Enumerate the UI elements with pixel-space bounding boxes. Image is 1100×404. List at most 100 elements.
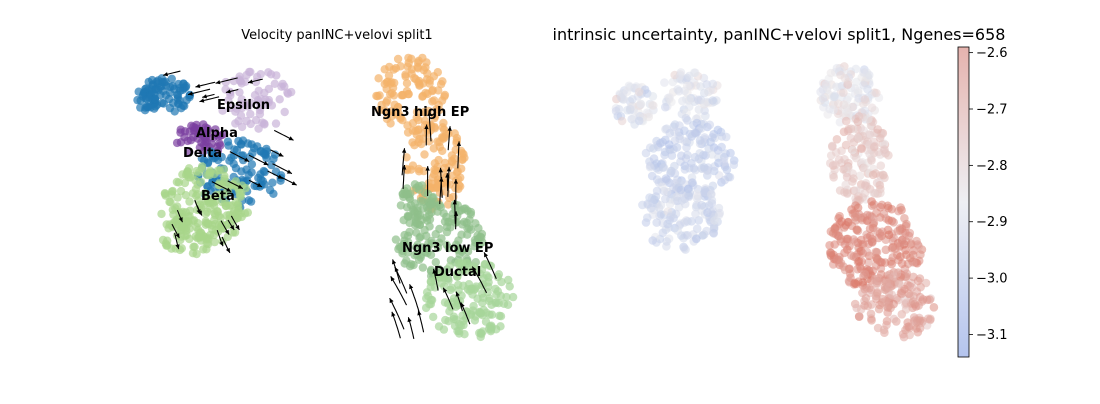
cell-point — [143, 102, 151, 110]
uncertainty-point — [726, 149, 735, 158]
cell-point — [394, 55, 402, 63]
cell-point — [279, 80, 287, 88]
uncertainty-point — [720, 176, 729, 185]
uncertainty-point — [857, 236, 866, 245]
uncertainty-point — [851, 213, 860, 222]
cell-point — [429, 313, 437, 321]
uncertainty-point — [844, 164, 853, 173]
uncertainty-point — [916, 316, 925, 325]
uncertainty-point — [615, 105, 624, 114]
uncertainty-point — [692, 235, 701, 244]
cell-point — [437, 80, 445, 88]
cell-point — [495, 312, 503, 320]
cell-point — [164, 224, 172, 232]
uncertainty-point — [886, 304, 895, 313]
velocity-streamline — [410, 284, 420, 313]
uncertainty-point — [828, 143, 837, 152]
cell-point — [179, 80, 187, 88]
uncertainty-point — [706, 121, 715, 130]
cluster-label-ductal: Ductal — [434, 265, 481, 280]
uncertainty-point — [893, 269, 902, 278]
cell-point — [241, 209, 249, 217]
uncertainty-point — [905, 331, 914, 340]
cell-point — [407, 260, 415, 268]
cluster-label-beta: Beta — [201, 189, 235, 204]
cell-point — [459, 282, 467, 290]
cell-point — [386, 79, 394, 87]
uncertainty-point — [666, 129, 675, 138]
velocity-arrowhead — [448, 126, 452, 131]
uncertainty-point — [841, 74, 850, 83]
uncertainty-point — [649, 92, 658, 101]
uncertainty-point — [648, 172, 657, 181]
cell-point — [430, 144, 438, 152]
uncertainty-point — [871, 275, 880, 284]
cell-point — [389, 65, 397, 73]
cell-point — [388, 89, 396, 97]
uncertainty-point — [852, 154, 861, 163]
uncertainty-panel-title: intrinsic uncertainty, panINC+velovi spl… — [553, 25, 1006, 44]
uncertainty-point — [648, 236, 657, 245]
cell-point — [180, 102, 188, 110]
colorbar-tick-label: −2.7 — [976, 103, 1008, 118]
cell-point — [414, 58, 422, 66]
uncertainty-point — [830, 93, 839, 102]
cell-point — [425, 79, 433, 87]
uncertainty-point — [690, 164, 699, 173]
uncertainty-point — [901, 246, 910, 255]
uncertainty-point — [709, 229, 718, 238]
cell-point — [504, 276, 512, 284]
uncertainty-point — [918, 297, 927, 306]
uncertainty-point — [839, 88, 848, 97]
uncertainty-point — [890, 315, 899, 324]
uncertainty-point — [707, 190, 716, 199]
cell-point — [244, 139, 252, 147]
cell-point — [192, 223, 200, 231]
cell-point — [173, 139, 181, 147]
colorbar-tick-label: −2.9 — [976, 215, 1008, 230]
cell-point — [420, 150, 428, 158]
uncertainty-point — [871, 169, 880, 178]
uncertainty-point — [642, 149, 651, 158]
cell-point — [137, 96, 145, 104]
velocity-points — [133, 54, 517, 341]
cluster-label-ngn3-low-ep: Ngn3 low EP — [402, 241, 493, 256]
cell-point — [411, 180, 419, 188]
cell-point — [392, 235, 400, 243]
uncertainty-point — [706, 138, 715, 147]
cell-point — [405, 90, 413, 98]
cell-point — [416, 233, 424, 241]
uncertainty-point — [861, 95, 870, 104]
cell-point — [260, 149, 268, 157]
uncertainty-points — [612, 62, 939, 341]
cell-point — [202, 235, 210, 243]
uncertainty-point — [829, 106, 838, 115]
cell-point — [229, 228, 237, 236]
cell-point — [432, 230, 440, 238]
cell-point — [166, 104, 174, 112]
cell-point — [167, 190, 175, 198]
cluster-label-alpha: Alpha — [196, 126, 238, 141]
cell-point — [222, 78, 230, 86]
uncertainty-point — [833, 64, 842, 73]
uncertainty-point — [827, 249, 836, 258]
uncertainty-point — [854, 134, 863, 143]
uncertainty-point — [720, 158, 729, 167]
uncertainty-point — [876, 181, 885, 190]
uncertainty-point — [864, 115, 873, 124]
uncertainty-point — [880, 297, 889, 306]
uncertainty-point — [872, 248, 881, 257]
uncertainty-point — [889, 218, 898, 227]
uncertainty-point — [859, 81, 868, 90]
colorbar-gradient — [958, 47, 969, 357]
cell-point — [438, 147, 446, 155]
cell-point — [154, 76, 162, 84]
uncertainty-point — [830, 225, 839, 234]
colorbar-tick-label: −2.8 — [976, 159, 1008, 174]
uncertainty-point — [659, 229, 668, 238]
cell-point — [199, 245, 207, 253]
uncertainty-point — [913, 240, 922, 249]
cell-point — [401, 72, 409, 80]
uncertainty-point — [862, 294, 871, 303]
cell-point — [408, 65, 416, 73]
